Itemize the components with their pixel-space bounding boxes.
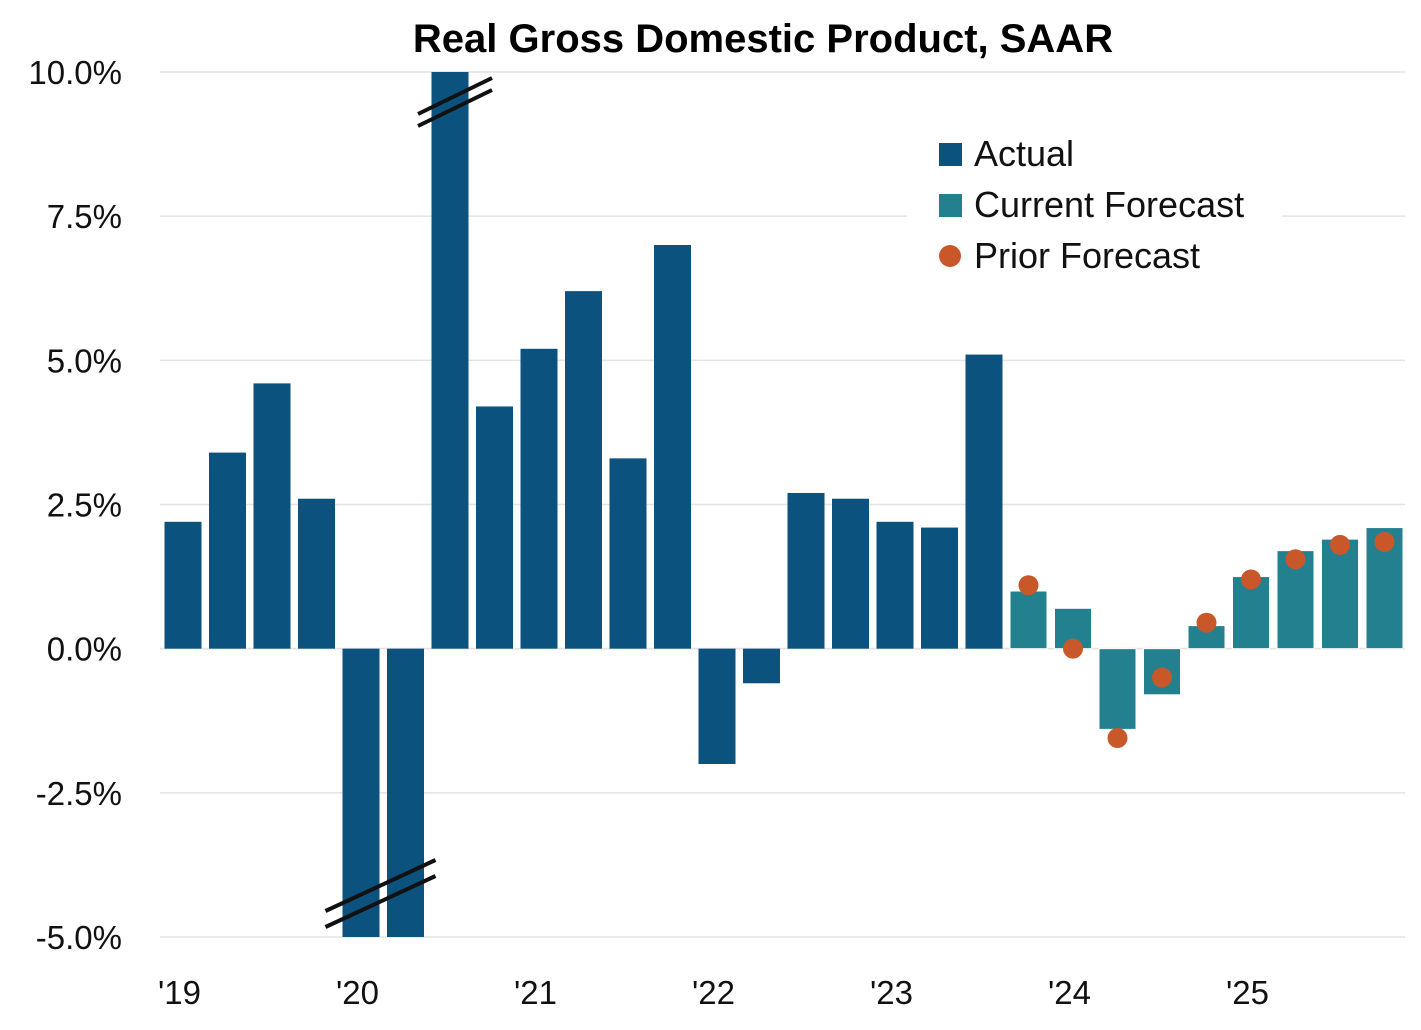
chart-title: Real Gross Domestic Product, SAAR xyxy=(413,17,1113,61)
axis-breaks xyxy=(324,76,493,929)
y-tick-label: 10.0% xyxy=(28,54,122,91)
prior-forecast-dot xyxy=(1107,728,1128,749)
legend-swatch-current-forecast xyxy=(939,194,962,217)
bar-actual xyxy=(520,348,558,649)
prior-forecast-dot xyxy=(1330,534,1350,555)
legend-marker-prior-forecast xyxy=(939,245,961,267)
bar-actual xyxy=(921,527,958,649)
bar-current-forecast xyxy=(1009,590,1048,650)
prior-forecast-dots xyxy=(1018,531,1395,749)
prior-forecast-dot xyxy=(1374,531,1395,552)
bar-actual xyxy=(832,498,869,649)
x-tick-label: '24 xyxy=(1048,974,1091,1011)
y-axis-ticks: 10.0% 7.5% 5.0% 2.5% 0.0% -2.5% -5.0% xyxy=(28,54,122,956)
prior-forecast-dot xyxy=(1018,575,1039,596)
bar-actual xyxy=(565,291,602,649)
bar-actual xyxy=(431,72,469,649)
y-tick-label: -5.0% xyxy=(36,919,122,956)
y-tick-label: 2.5% xyxy=(47,487,122,524)
bar-actual xyxy=(965,354,1003,649)
x-tick-label: '21 xyxy=(514,974,557,1011)
bar-actual xyxy=(298,498,335,649)
prior-forecast-dot xyxy=(1063,638,1083,659)
bar-actual xyxy=(698,648,736,764)
legend-label-current-forecast: Current Forecast xyxy=(974,184,1244,225)
bar-actual xyxy=(743,648,780,684)
y-tick-label: 0.0% xyxy=(47,631,122,668)
prior-forecast-dot xyxy=(1285,549,1306,570)
bar-actual xyxy=(253,383,291,649)
legend: Actual Current Forecast Prior Forecast xyxy=(907,130,1282,280)
x-tick-label: '19 xyxy=(158,974,201,1011)
legend-label-actual: Actual xyxy=(974,133,1074,174)
x-tick-label: '20 xyxy=(336,974,379,1011)
legend-label-prior-forecast: Prior Forecast xyxy=(974,235,1200,276)
bar-current-forecast xyxy=(1321,538,1359,650)
bar-actual xyxy=(787,492,825,649)
axis-break-mark xyxy=(417,88,493,128)
bar-actual xyxy=(876,521,914,649)
bar-actual xyxy=(209,452,246,649)
x-tick-label: '25 xyxy=(1226,974,1269,1011)
bar-actual xyxy=(164,521,202,649)
prior-forecast-dot xyxy=(1241,569,1261,590)
y-tick-label: -2.5% xyxy=(36,775,122,812)
prior-forecast-dot xyxy=(1152,667,1172,688)
bar-actual xyxy=(476,406,513,649)
bar-actual xyxy=(609,458,647,649)
axis-break-mark xyxy=(417,76,493,116)
axis-break-mark xyxy=(324,874,437,929)
y-tick-label: 7.5% xyxy=(47,198,122,235)
prior-forecast-dot xyxy=(1196,612,1217,633)
x-tick-label: '23 xyxy=(870,974,913,1011)
x-tick-label: '22 xyxy=(692,974,735,1011)
legend-swatch-actual xyxy=(939,143,962,166)
axis-break-mark xyxy=(324,858,437,913)
legend-background xyxy=(907,130,1282,280)
y-tick-label: 5.0% xyxy=(47,342,122,379)
bar-actual xyxy=(654,245,691,649)
bar-current-forecast xyxy=(1098,648,1137,730)
x-axis-ticks: '19 '20 '21 '22 '23 '24 '25 xyxy=(158,974,1269,1011)
